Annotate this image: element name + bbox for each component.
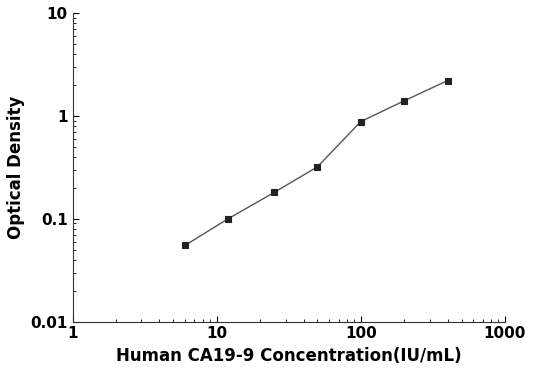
X-axis label: Human CA19-9 Concentration(IU/mL): Human CA19-9 Concentration(IU/mL) [116, 347, 462, 365]
Y-axis label: Optical Density: Optical Density [7, 96, 25, 239]
